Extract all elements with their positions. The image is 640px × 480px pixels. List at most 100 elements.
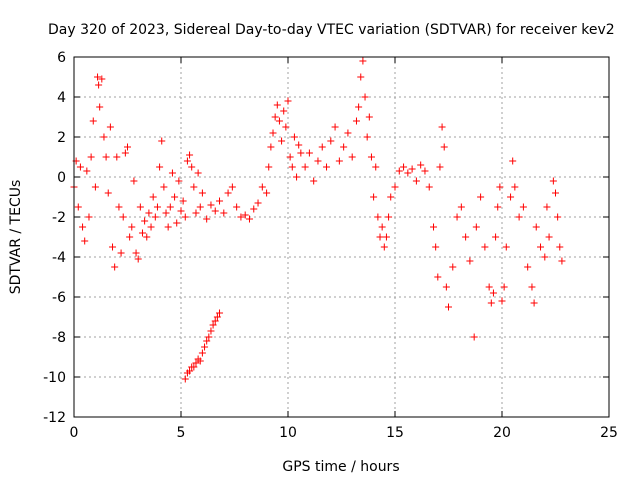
data-point xyxy=(177,207,185,215)
data-point xyxy=(344,129,352,137)
data-point xyxy=(372,163,380,171)
data-point xyxy=(374,213,382,221)
data-point xyxy=(408,165,416,173)
data-point xyxy=(179,197,187,205)
data-point xyxy=(183,157,191,165)
data-point xyxy=(168,169,176,177)
data-point xyxy=(500,283,508,291)
data-point xyxy=(102,153,110,161)
data-point xyxy=(477,193,485,201)
data-point xyxy=(216,197,224,205)
y-tick-label: -4 xyxy=(52,250,66,266)
data-point xyxy=(280,107,288,115)
data-point xyxy=(228,183,236,191)
plot-frame xyxy=(73,56,610,418)
data-point xyxy=(95,81,103,89)
data-point xyxy=(158,137,166,145)
data-point xyxy=(258,183,266,191)
data-point xyxy=(532,223,540,231)
data-point xyxy=(76,163,84,171)
data-point xyxy=(196,203,204,211)
data-point xyxy=(466,257,474,265)
data-point xyxy=(100,133,108,141)
y-tick-label: -12 xyxy=(43,410,66,426)
data-point xyxy=(254,199,262,207)
data-point xyxy=(216,309,224,317)
data-point xyxy=(290,133,298,141)
data-point xyxy=(494,203,502,211)
data-point xyxy=(94,73,102,81)
data-point xyxy=(175,177,183,185)
data-point xyxy=(156,163,164,171)
data-point xyxy=(104,189,112,197)
data-point xyxy=(203,337,211,345)
data-point xyxy=(265,163,273,171)
data-point xyxy=(194,169,202,177)
data-point xyxy=(250,205,258,213)
data-point xyxy=(121,149,129,157)
data-point xyxy=(554,213,562,221)
data-point xyxy=(273,101,281,109)
y-tick-label: -6 xyxy=(52,290,66,306)
data-point xyxy=(207,327,215,335)
data-point xyxy=(186,367,194,375)
data-point xyxy=(432,243,440,251)
data-point xyxy=(188,163,196,171)
data-point xyxy=(391,183,399,191)
data-point xyxy=(190,183,198,191)
data-point xyxy=(327,137,335,145)
data-point xyxy=(511,183,519,191)
data-point xyxy=(198,349,206,357)
data-point xyxy=(171,193,179,201)
data-point xyxy=(355,103,363,111)
data-point xyxy=(119,213,127,221)
data-points xyxy=(70,57,566,383)
data-point xyxy=(213,313,221,321)
data-point xyxy=(275,117,283,125)
data-point xyxy=(297,149,305,157)
data-point xyxy=(436,163,444,171)
data-point xyxy=(111,263,119,271)
data-point xyxy=(541,253,549,261)
data-point xyxy=(192,359,200,367)
data-point xyxy=(293,173,301,181)
data-point xyxy=(211,317,219,325)
data-point xyxy=(151,213,159,221)
data-point xyxy=(457,203,465,211)
data-point xyxy=(224,189,232,197)
data-point xyxy=(400,163,408,171)
data-point xyxy=(166,203,174,211)
data-point xyxy=(117,249,125,257)
data-point xyxy=(498,297,506,305)
data-point xyxy=(545,233,553,241)
data-point xyxy=(370,193,378,201)
data-point xyxy=(205,333,213,341)
y-tick-label: 6 xyxy=(57,50,66,66)
data-point xyxy=(132,249,140,257)
data-point xyxy=(237,213,245,221)
data-point xyxy=(305,149,313,157)
data-point xyxy=(115,203,123,211)
data-point xyxy=(363,133,371,141)
data-point xyxy=(434,273,442,281)
data-point xyxy=(263,189,271,197)
x-axis: 0 5 10 15 20 25 xyxy=(70,57,618,441)
y-tick-label: 0 xyxy=(57,170,66,186)
data-point xyxy=(365,113,373,121)
y-tick-label: -8 xyxy=(52,330,66,346)
data-point xyxy=(85,213,93,221)
data-point xyxy=(220,209,228,217)
data-point xyxy=(421,167,429,175)
data-point xyxy=(310,177,318,185)
data-point xyxy=(160,183,168,191)
data-point xyxy=(417,161,425,169)
x-tick-label: 20 xyxy=(493,425,511,441)
data-point xyxy=(209,321,217,329)
data-point xyxy=(196,357,204,365)
data-point xyxy=(181,213,189,221)
data-point xyxy=(126,233,134,241)
data-point xyxy=(543,203,551,211)
data-point xyxy=(143,233,151,241)
data-point xyxy=(509,157,517,165)
